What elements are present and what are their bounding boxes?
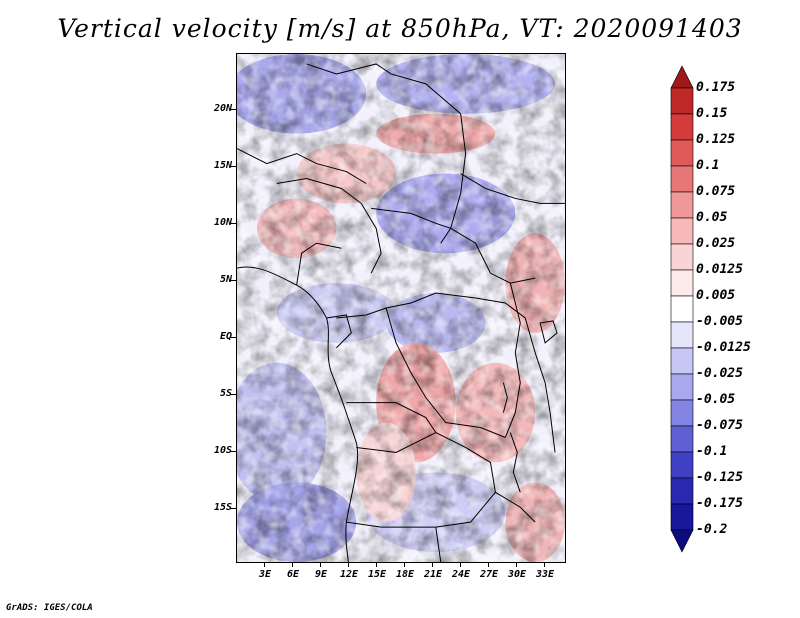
footer-credit: GrADS: IGES/COLA [6, 603, 93, 613]
colorbar-segment [670, 217, 694, 245]
lake-outline [502, 382, 508, 413]
lon-tick [460, 562, 461, 567]
colorbar-segment [670, 65, 694, 89]
lon-label: 3E [258, 569, 272, 580]
colorbar-label: -0.005 [696, 314, 743, 329]
boundary-line [356, 431, 496, 493]
colorbar-segment [670, 425, 694, 453]
colorbar-segment [670, 529, 694, 553]
colorbar-segment [670, 191, 694, 219]
colorbar-label: 0.025 [696, 236, 736, 251]
lat-label: 15N [213, 160, 232, 171]
lon-tick [488, 562, 489, 567]
colorbar-segment [670, 139, 694, 167]
lon-tick [348, 562, 349, 567]
boundary-line [504, 282, 521, 438]
colorbar-label: 0.05 [696, 210, 728, 225]
colorbar-label: -0.075 [696, 418, 743, 433]
colorbar-segment [670, 243, 694, 271]
colorbar-segment [670, 451, 694, 479]
lat-label: EQ [219, 331, 232, 342]
colorbar-segment [670, 373, 694, 401]
boundary-line [276, 178, 382, 274]
lon-tick [544, 562, 545, 567]
lat-tick [231, 508, 236, 509]
lon-label: 15E [367, 569, 387, 580]
lat-label: 15S [213, 502, 232, 513]
lon-tick [376, 562, 377, 567]
lat-label: 10N [213, 217, 232, 228]
lon-tick [320, 562, 321, 567]
lon-label: 6E [286, 569, 300, 580]
colorbar-label: 0.125 [696, 132, 736, 147]
lat-label: 20N [213, 103, 232, 114]
lake-outline [539, 320, 558, 344]
lat-tick [231, 223, 236, 224]
lon-label: 27E [479, 569, 499, 580]
boundary-line [346, 402, 437, 433]
colorbar [670, 65, 694, 553]
colorbar-label: 0.1 [696, 158, 720, 173]
colorbar-segment [670, 165, 694, 193]
colorbar-label: -0.025 [696, 366, 743, 381]
boundary-line [296, 242, 342, 286]
boundary-line [306, 63, 467, 244]
country-boundaries [237, 63, 565, 562]
colorbar-segment [670, 477, 694, 505]
boundary-line [524, 317, 556, 453]
lon-tick [432, 562, 433, 567]
lon-tick [292, 562, 293, 567]
lon-label: 30E [507, 569, 527, 580]
lon-label: 24E [451, 569, 471, 580]
colorbar-label: -0.2 [696, 522, 728, 537]
boundary-line [326, 314, 352, 349]
lat-tick [231, 280, 236, 281]
colorbar-segment [670, 399, 694, 427]
colorbar-segment [670, 347, 694, 375]
white-noise-texture [237, 54, 565, 562]
lon-label: 9E [314, 569, 328, 580]
colorbar-segment [670, 295, 694, 323]
colorbar-label: 0.15 [696, 106, 728, 121]
lat-label: 5N [219, 274, 232, 285]
lake-outline [509, 432, 521, 493]
colorbar-label: -0.125 [696, 470, 743, 485]
colorbar-segment [670, 321, 694, 349]
lon-label: 18E [395, 569, 415, 580]
lat-label: 10S [213, 445, 232, 456]
colorbar-segment [670, 87, 694, 115]
lat-tick [231, 394, 236, 395]
boundary-line [336, 292, 526, 319]
lat-tick [231, 337, 236, 338]
colorbar-label: -0.05 [696, 392, 736, 407]
lon-label: 33E [535, 569, 555, 580]
boundary-line [460, 173, 565, 204]
colorbar-segment [670, 113, 694, 141]
colorbar-label: 0.075 [696, 184, 736, 199]
lat-tick [231, 451, 236, 452]
boundary-line [385, 307, 506, 438]
colorbar-label: -0.175 [696, 496, 743, 511]
colorbar-label: 0.175 [696, 80, 736, 95]
colorbar-label: -0.0125 [696, 340, 751, 355]
lat-label: 5S [219, 388, 232, 399]
lat-tick [231, 109, 236, 110]
vertical-velocity-map [236, 53, 566, 563]
colorbar-label: -0.1 [696, 444, 728, 459]
lon-tick [264, 562, 265, 567]
colorbar-segment [670, 269, 694, 297]
boundary-line [435, 527, 442, 562]
colorbar-label: 0.005 [696, 288, 736, 303]
colorbar-label: 0.0125 [696, 262, 743, 277]
lon-label: 21E [423, 569, 443, 580]
lon-tick [404, 562, 405, 567]
chart-title: Vertical velocity [m/s] at 850hPa, VT: 2… [57, 14, 743, 43]
lon-tick [516, 562, 517, 567]
boundary-line [371, 207, 536, 284]
lat-tick [231, 166, 236, 167]
boundary-line [237, 148, 367, 184]
colorbar-segment [670, 503, 694, 531]
boundary-line [346, 491, 536, 528]
lon-label: 12E [339, 569, 359, 580]
